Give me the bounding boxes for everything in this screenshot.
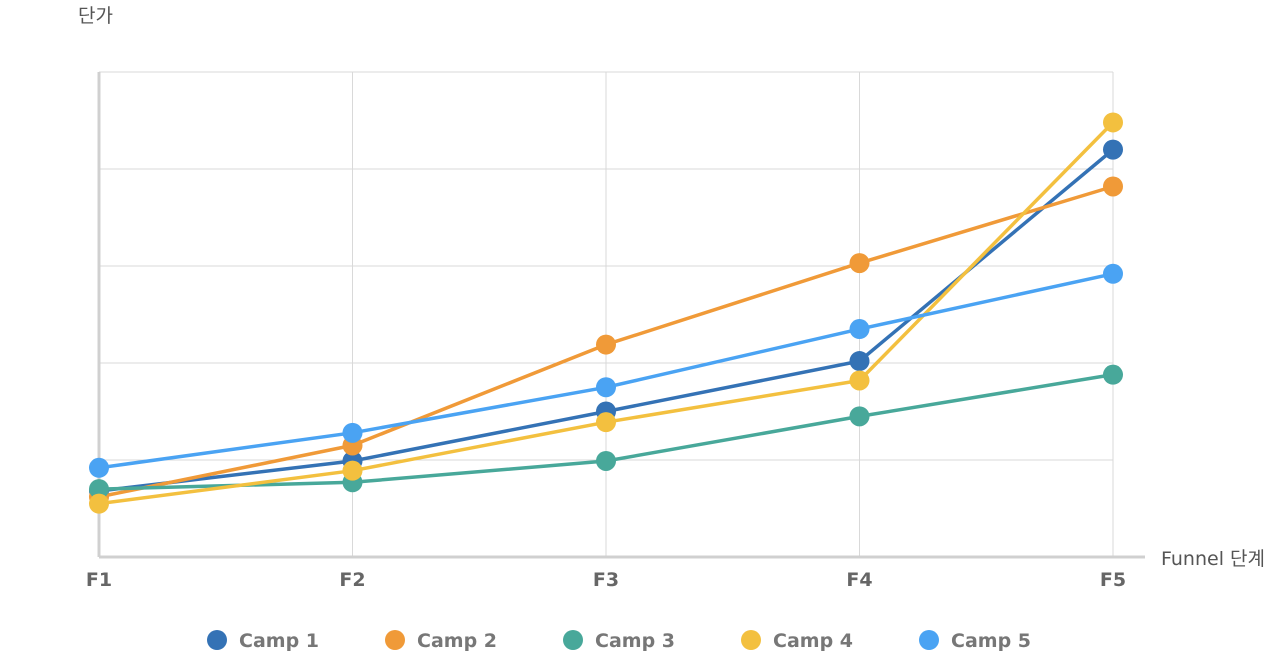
legend-item-camp-3[interactable]: Camp 3 [563,630,675,652]
legend-label-camp-1: Camp 1 [239,630,319,652]
data-point-camp-4-f2 [342,460,363,481]
data-point-camp-3-f3 [596,450,616,471]
legend-marker-camp-5 [919,630,939,650]
legend-label-camp-3: Camp 3 [595,630,675,652]
data-point-camp-5-f4 [849,319,870,340]
x-tick-label-f1: F1 [86,569,112,591]
grid [99,71,1114,557]
legend-item-camp-5[interactable]: Camp 5 [919,630,1031,652]
legend-marker-camp-3 [563,630,583,650]
data-point-camp-1-f5 [1103,139,1123,160]
legend-item-camp-1[interactable]: Camp 1 [207,630,319,652]
data-point-camp-5-f5 [1103,263,1123,284]
legend-marker-camp-4 [741,630,761,650]
x-tick-labels: F1 F2 F3 F4 F5 [86,569,1126,591]
data-points [89,112,1123,514]
legend-item-camp-2[interactable]: Camp 2 [385,630,497,652]
data-point-camp-2-f4 [849,253,870,274]
x-tick-label-f4: F4 [846,569,872,591]
data-point-camp-4-f4 [849,370,870,391]
data-point-camp-3-f4 [849,406,870,427]
x-tick-label-f5: F5 [1100,569,1126,591]
legend: Camp 1 Camp 2 Camp 3 Camp 4 Camp 5 [207,630,1031,652]
data-point-camp-5-f1 [89,457,109,478]
data-point-camp-3-f5 [1103,364,1123,385]
legend-marker-camp-2 [385,630,405,650]
legend-label-camp-4: Camp 4 [773,630,853,652]
x-tick-label-f3: F3 [593,569,619,591]
legend-marker-camp-1 [207,630,227,650]
y-axis-title: 단가 [78,5,113,27]
data-point-camp-4-f5 [1103,112,1123,133]
data-point-camp-4-f3 [596,412,616,433]
x-tick-label-f2: F2 [339,569,365,591]
data-point-camp-4-f1 [89,493,109,514]
legend-item-camp-4[interactable]: Camp 4 [741,630,853,652]
legend-label-camp-2: Camp 2 [417,630,497,652]
data-point-camp-2-f5 [1103,176,1123,197]
data-point-camp-5-f3 [596,377,616,398]
data-point-camp-2-f3 [596,334,616,355]
data-point-camp-5-f2 [342,422,363,443]
legend-label-camp-5: Camp 5 [951,630,1031,652]
data-point-camp-3-f1 [89,479,109,500]
x-axis-title: Funnel 단계 [1161,548,1265,570]
data-point-camp-1-f4 [849,351,870,372]
